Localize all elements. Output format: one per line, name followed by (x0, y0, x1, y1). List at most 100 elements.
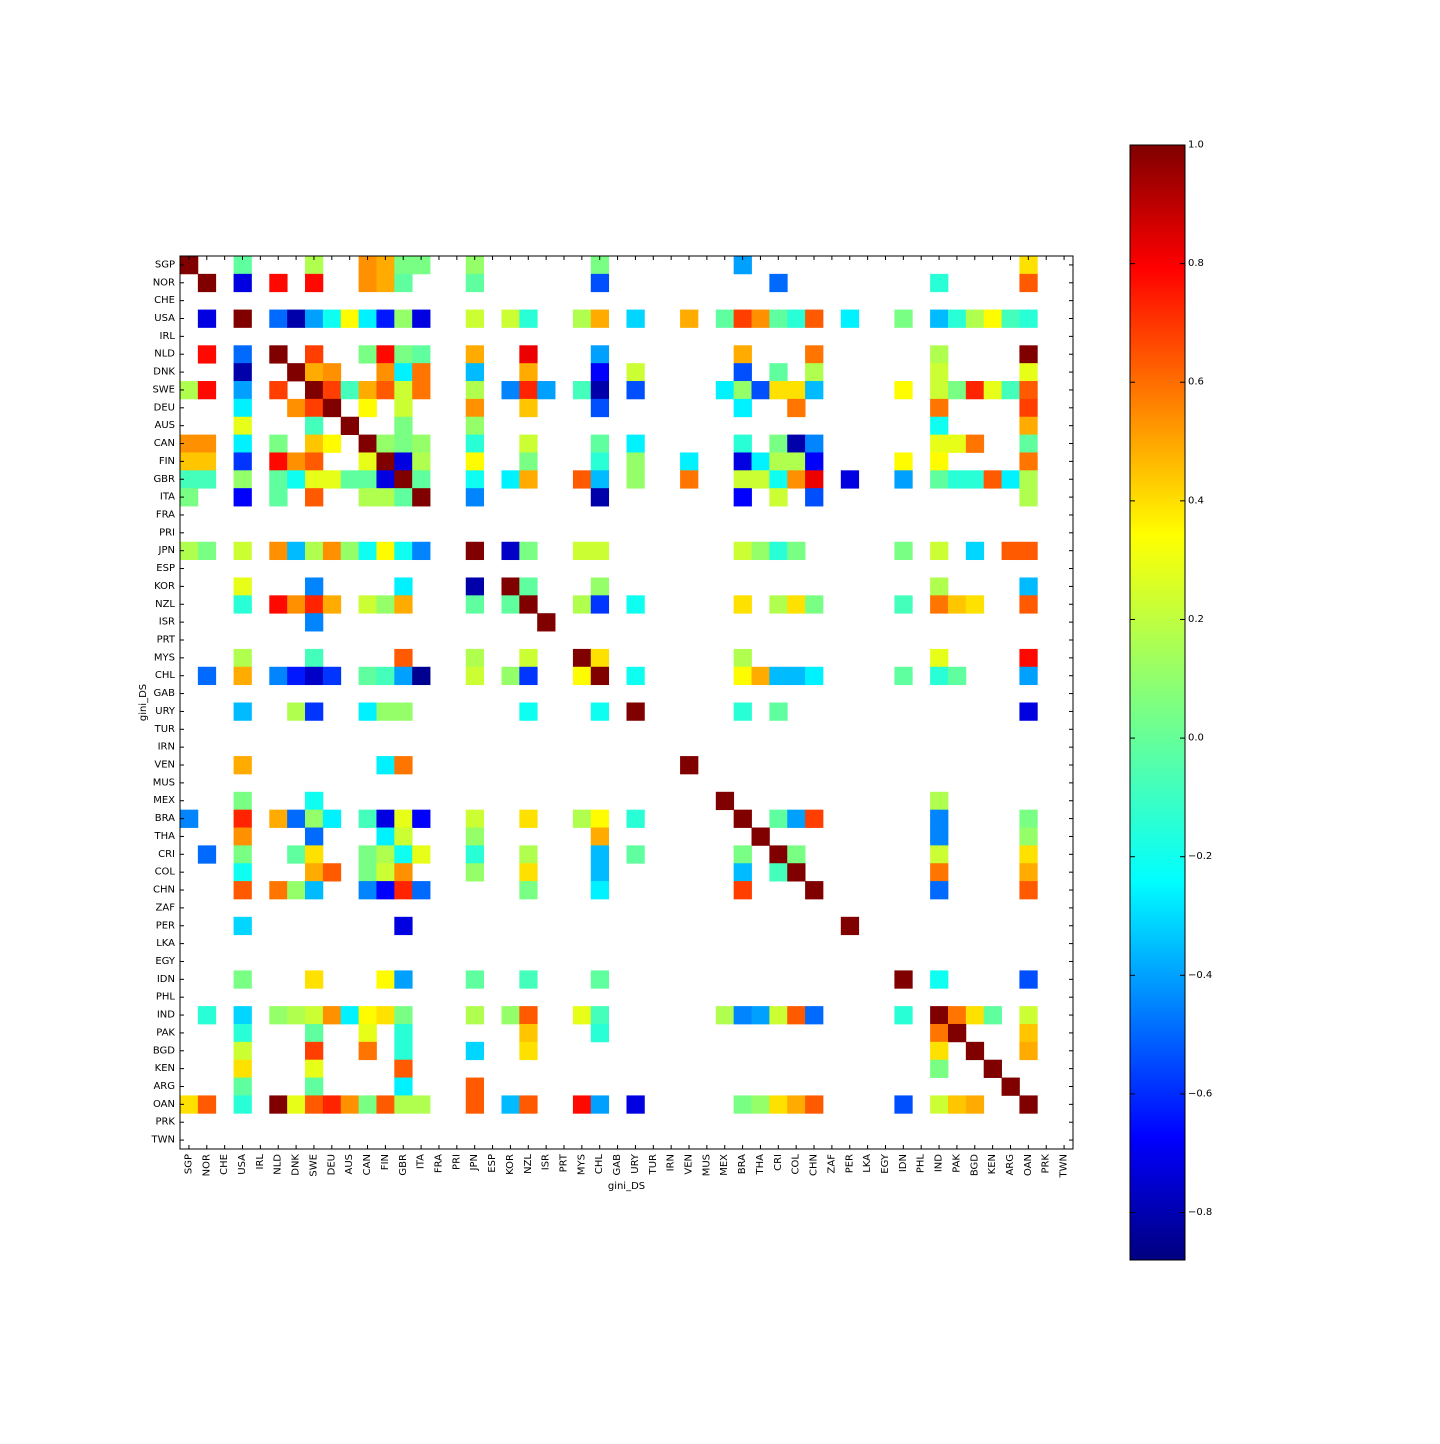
heatmap-cell (465, 434, 485, 453)
colorbar-tick-label: 1.0 (1188, 140, 1204, 151)
heatmap-cell (1019, 256, 1038, 275)
heatmap-cell (358, 470, 377, 489)
x-tick-label: AUS (344, 1154, 355, 1175)
x-tick-label: SGP (183, 1154, 194, 1174)
heatmap-cell (305, 398, 324, 418)
heatmap-cell (394, 1077, 413, 1096)
heatmap-cell (733, 809, 752, 828)
heatmap-cell (501, 541, 520, 561)
heatmap-cell (947, 666, 967, 686)
heatmap-cell (930, 381, 949, 400)
heatmap-cell (930, 363, 949, 382)
heatmap-cell (233, 363, 252, 382)
heatmap-cell (1019, 470, 1038, 489)
y-tick-label: GBR (153, 474, 175, 485)
heatmap-cell (1019, 452, 1038, 471)
heatmap-cell (787, 470, 806, 489)
heatmap-cell (501, 381, 520, 400)
heatmap-cell (305, 595, 324, 614)
heatmap-cell (787, 541, 806, 561)
x-tick-label: THA (755, 1154, 766, 1176)
heatmap-cell (590, 881, 610, 900)
y-tick-label: DNK (153, 367, 175, 378)
heatmap-cell (947, 1023, 967, 1043)
heatmap-cell (930, 666, 949, 686)
heatmap-cell (358, 702, 377, 721)
y-tick-label: THA (154, 831, 176, 842)
y-tick-label: KOR (154, 581, 175, 592)
y-tick-label: IRN (158, 742, 175, 753)
heatmap-cell (894, 1095, 913, 1114)
y-tick-label: IDN (157, 974, 175, 985)
x-tick-label: PRT (558, 1153, 569, 1172)
heatmap-cell (305, 541, 324, 561)
y-tick-label: SGP (155, 259, 175, 270)
y-tick-label: BGD (153, 1045, 175, 1056)
heatmap-cell (412, 345, 431, 364)
y-tick-label: VEN (154, 760, 175, 771)
heatmap-cell (233, 881, 252, 900)
heatmap-cell (537, 613, 556, 632)
heatmap-cell (501, 309, 520, 328)
heatmap-cell (733, 702, 752, 721)
heatmap-cell (322, 309, 342, 328)
heatmap-cell (287, 363, 306, 382)
heatmap-cell (769, 1095, 788, 1114)
heatmap-cell (805, 1095, 824, 1114)
heatmap-cell (590, 863, 610, 882)
heatmap-cell (376, 273, 395, 293)
heatmap-cell (733, 488, 752, 507)
heatmap-cell (519, 309, 538, 328)
heatmap-cell (930, 863, 949, 882)
heatmap-cell (626, 595, 645, 614)
heatmap-cell (787, 309, 806, 328)
x-tick-label: URY (630, 1153, 641, 1174)
y-tick-label: KEN (155, 1063, 175, 1074)
y-tick-label: IND (157, 1010, 175, 1021)
heatmap-cell (305, 434, 324, 453)
heatmap-cell (412, 452, 431, 471)
heatmap-cell (519, 881, 538, 900)
colorbar-tick-label: 0.4 (1188, 495, 1204, 506)
heatmap-cell (1001, 309, 1020, 328)
heatmap-cell (233, 1006, 252, 1025)
x-tick-label: CHL (594, 1154, 605, 1175)
heatmap-cell (465, 1041, 485, 1061)
heatmap-cell (715, 381, 735, 400)
heatmap-cell (751, 470, 770, 489)
heatmap-cell (626, 434, 645, 453)
heatmap-cell (787, 1095, 806, 1114)
heatmap-cell (322, 434, 342, 453)
x-tick-label: IDN (898, 1154, 909, 1172)
heatmap-cell (376, 970, 395, 989)
x-tick-label: MUS (701, 1154, 712, 1176)
heatmap-cell (572, 666, 592, 686)
heatmap-cell (233, 1095, 252, 1114)
heatmap-cell (233, 827, 252, 846)
heatmap-cell (965, 541, 985, 561)
heatmap-cell (465, 452, 485, 471)
heatmap-cell (590, 541, 610, 561)
heatmap-cell (680, 470, 699, 489)
y-tick-label: MEX (153, 795, 175, 806)
heatmap-cell (465, 970, 485, 989)
x-tick-label: SWE (308, 1154, 319, 1177)
heatmap-cell (733, 595, 752, 614)
y-tick-label: CHN (153, 885, 175, 896)
heatmap-cell (787, 845, 806, 864)
heatmap-cell (769, 273, 788, 293)
heatmap-cell (680, 309, 699, 328)
heatmap-cell (751, 541, 770, 561)
heatmap-cell (930, 577, 949, 596)
heatmap-cell (501, 1095, 520, 1114)
heatmap-cell (894, 452, 913, 471)
heatmap-cell (376, 256, 395, 275)
heatmap-cell (233, 845, 252, 864)
heatmap-cell (983, 470, 1002, 489)
heatmap-cell (233, 666, 252, 686)
x-tick-label: ARG (1005, 1154, 1016, 1176)
heatmap-cell (680, 452, 699, 471)
heatmap-cell (626, 702, 645, 721)
x-tick-label: ZAF (826, 1154, 837, 1174)
